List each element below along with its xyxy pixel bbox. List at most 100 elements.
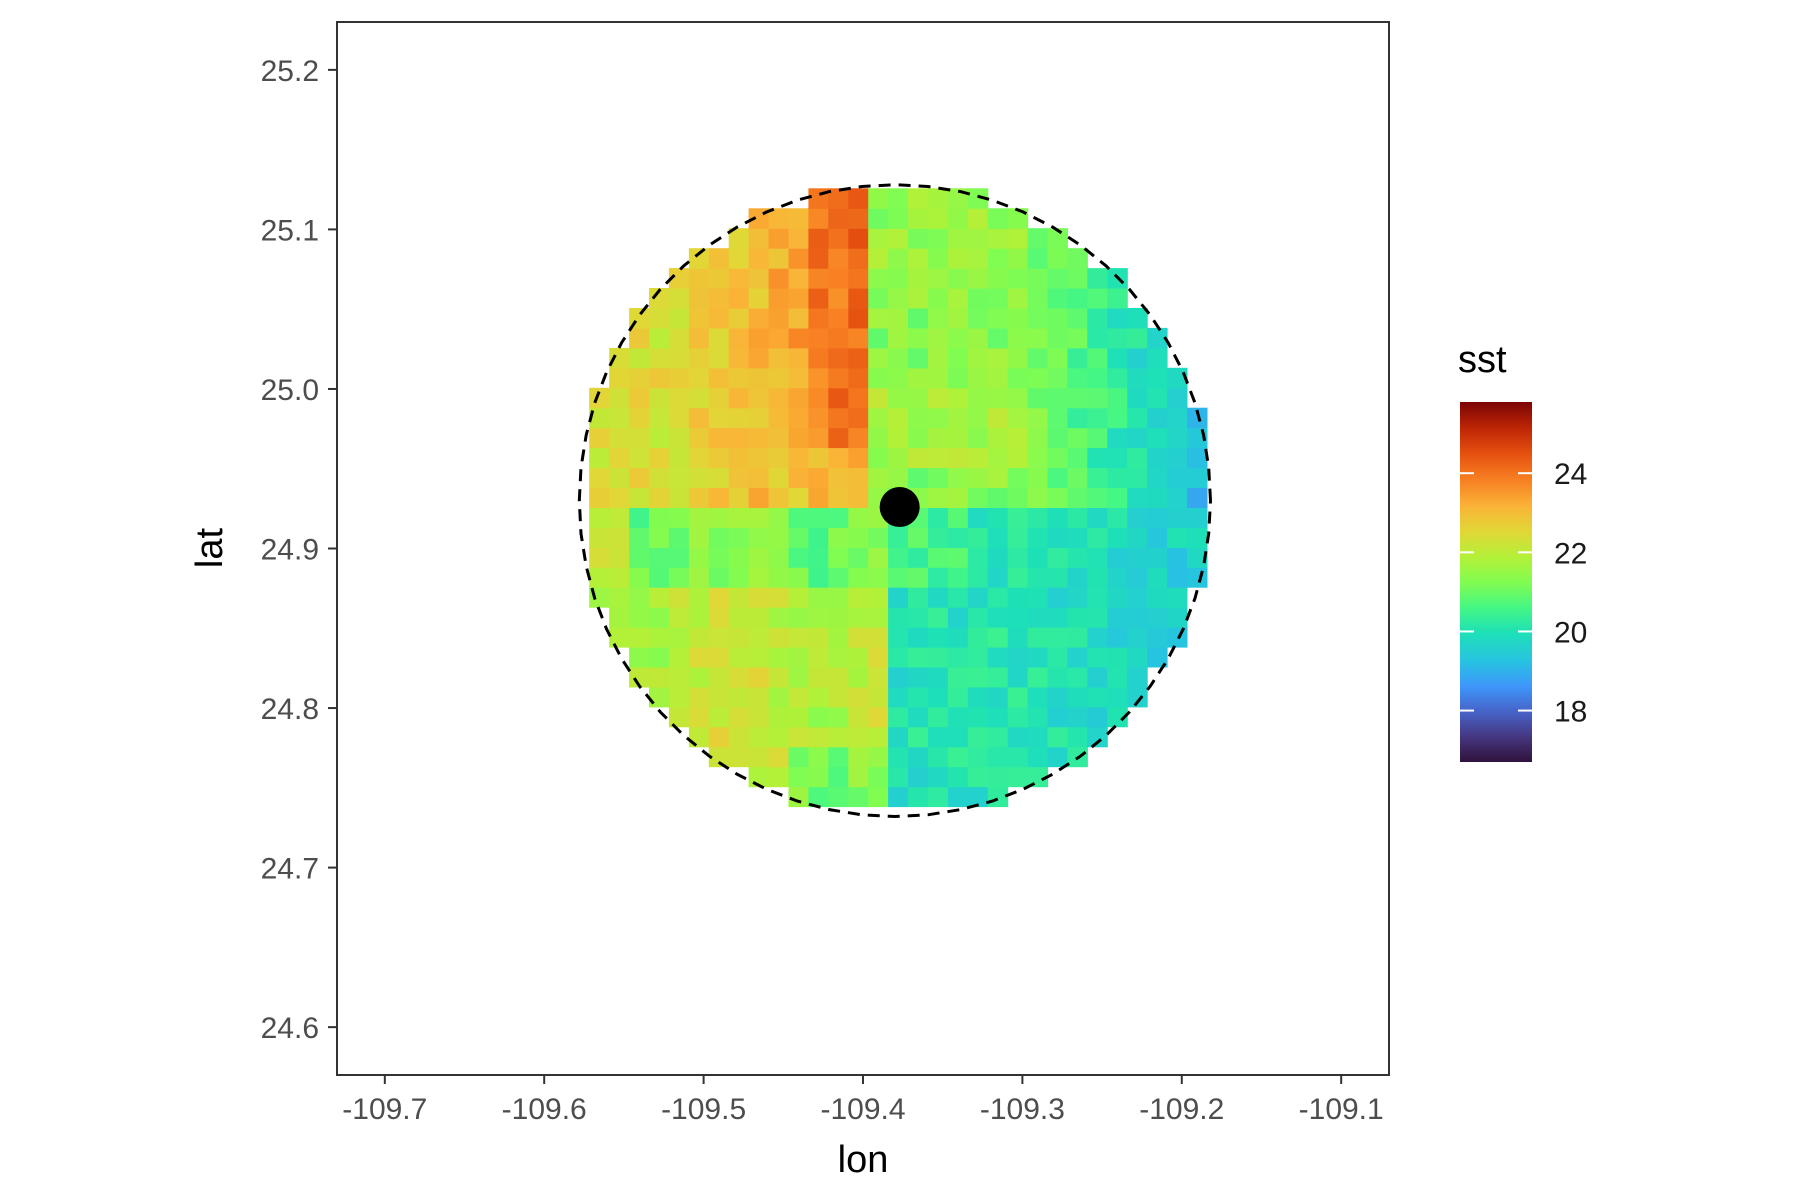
raster-cell: [1127, 327, 1148, 349]
raster-cell: [808, 347, 829, 369]
raster-cell: [967, 327, 989, 349]
raster-cell: [1167, 387, 1188, 409]
raster-cell: [1147, 647, 1168, 668]
raster-cell: [589, 427, 610, 449]
x-tick-label: -109.7: [342, 1093, 427, 1126]
raster-cell: [1047, 627, 1068, 648]
raster-cell: [987, 667, 1009, 688]
raster-cell: [908, 746, 929, 768]
raster-cell: [967, 447, 989, 469]
raster-cell: [908, 407, 929, 429]
raster-cell: [808, 507, 829, 528]
raster-cell: [928, 447, 949, 469]
raster-cell: [928, 268, 949, 289]
raster-cell: [928, 766, 949, 788]
raster-cell: [808, 587, 829, 608]
raster-cell: [928, 627, 949, 648]
raster-cell: [589, 487, 610, 508]
x-axis-title: lon: [838, 1139, 889, 1181]
raster-cell: [728, 587, 750, 608]
raster-cell: [808, 427, 829, 449]
raster-cell: [868, 188, 889, 209]
raster-cell: [1007, 547, 1029, 568]
raster-cell: [688, 726, 710, 748]
raster-cell: [967, 228, 989, 249]
raster-cell: [589, 547, 610, 568]
raster-cell: [788, 427, 809, 449]
raster-cell: [888, 347, 909, 369]
raster-cell: [848, 587, 869, 608]
raster-cell: [947, 427, 969, 449]
raster-cell: [748, 347, 770, 369]
raster-cell: [788, 627, 809, 648]
raster-cell: [908, 347, 929, 369]
raster-cell: [808, 627, 829, 648]
raster-cell: [708, 407, 730, 429]
x-tick-label: -109.3: [980, 1093, 1065, 1126]
raster-cell: [1027, 248, 1049, 269]
raster-cell: [987, 766, 1009, 788]
raster-cell: [868, 667, 889, 688]
y-tick-label: 24.7: [261, 853, 319, 886]
raster-cell: [1107, 667, 1128, 688]
raster-cell: [828, 268, 849, 289]
raster-cell: [987, 607, 1009, 628]
raster-cell: [1147, 567, 1168, 588]
raster-cell: [908, 726, 929, 748]
raster-cell: [947, 667, 969, 688]
raster-cell: [1107, 387, 1128, 409]
raster-cell: [928, 746, 949, 768]
raster-cell: [928, 208, 949, 229]
raster-cell: [788, 447, 809, 469]
raster-cell: [609, 487, 630, 508]
raster-cell: [1007, 766, 1029, 788]
raster-cell: [589, 467, 610, 488]
raster-cell: [688, 527, 710, 548]
raster-cell: [609, 347, 630, 369]
raster-cell: [1147, 527, 1168, 548]
raster-cell: [987, 467, 1009, 488]
raster-cell: [629, 347, 650, 369]
raster-cell: [668, 387, 690, 409]
raster-cell: [629, 567, 650, 588]
raster-cell: [828, 288, 849, 309]
raster-cell: [768, 427, 790, 449]
raster-cell: [987, 427, 1009, 449]
raster-cell: [967, 507, 989, 528]
raster-cell: [1087, 706, 1108, 728]
raster-cell: [868, 427, 889, 449]
raster-cell: [1047, 746, 1068, 768]
raster-cell: [848, 567, 869, 588]
raster-cell: [788, 527, 809, 548]
raster-cell: [1047, 487, 1068, 508]
raster-cell: [1007, 268, 1029, 289]
raster-cell: [928, 487, 949, 508]
raster-cell: [728, 706, 750, 728]
raster-cell: [768, 746, 790, 768]
raster-cell: [868, 627, 889, 648]
raster-cell: [908, 667, 929, 688]
raster-cell: [1027, 268, 1049, 289]
raster-cell: [888, 407, 909, 429]
raster-cell: [1127, 627, 1148, 648]
raster-cell: [987, 786, 1009, 808]
raster-cell: [728, 387, 750, 409]
raster-cell: [668, 288, 690, 309]
raster-cell: [1127, 487, 1148, 508]
raster-cell: [987, 407, 1009, 429]
raster-cell: [1087, 607, 1108, 628]
raster-cell: [1127, 607, 1148, 628]
raster-cell: [1027, 387, 1049, 409]
raster-cell: [649, 627, 670, 648]
raster-cell: [788, 288, 809, 309]
raster-cell: [668, 268, 690, 289]
raster-cell: [987, 367, 1009, 389]
raster-cell: [1087, 507, 1108, 528]
raster-cell: [1067, 387, 1088, 409]
raster-cell: [708, 447, 730, 469]
raster-cell: [888, 427, 909, 449]
raster-cell: [828, 427, 849, 449]
raster-cell: [947, 248, 969, 269]
raster-cell: [708, 487, 730, 508]
raster-cell: [928, 467, 949, 488]
